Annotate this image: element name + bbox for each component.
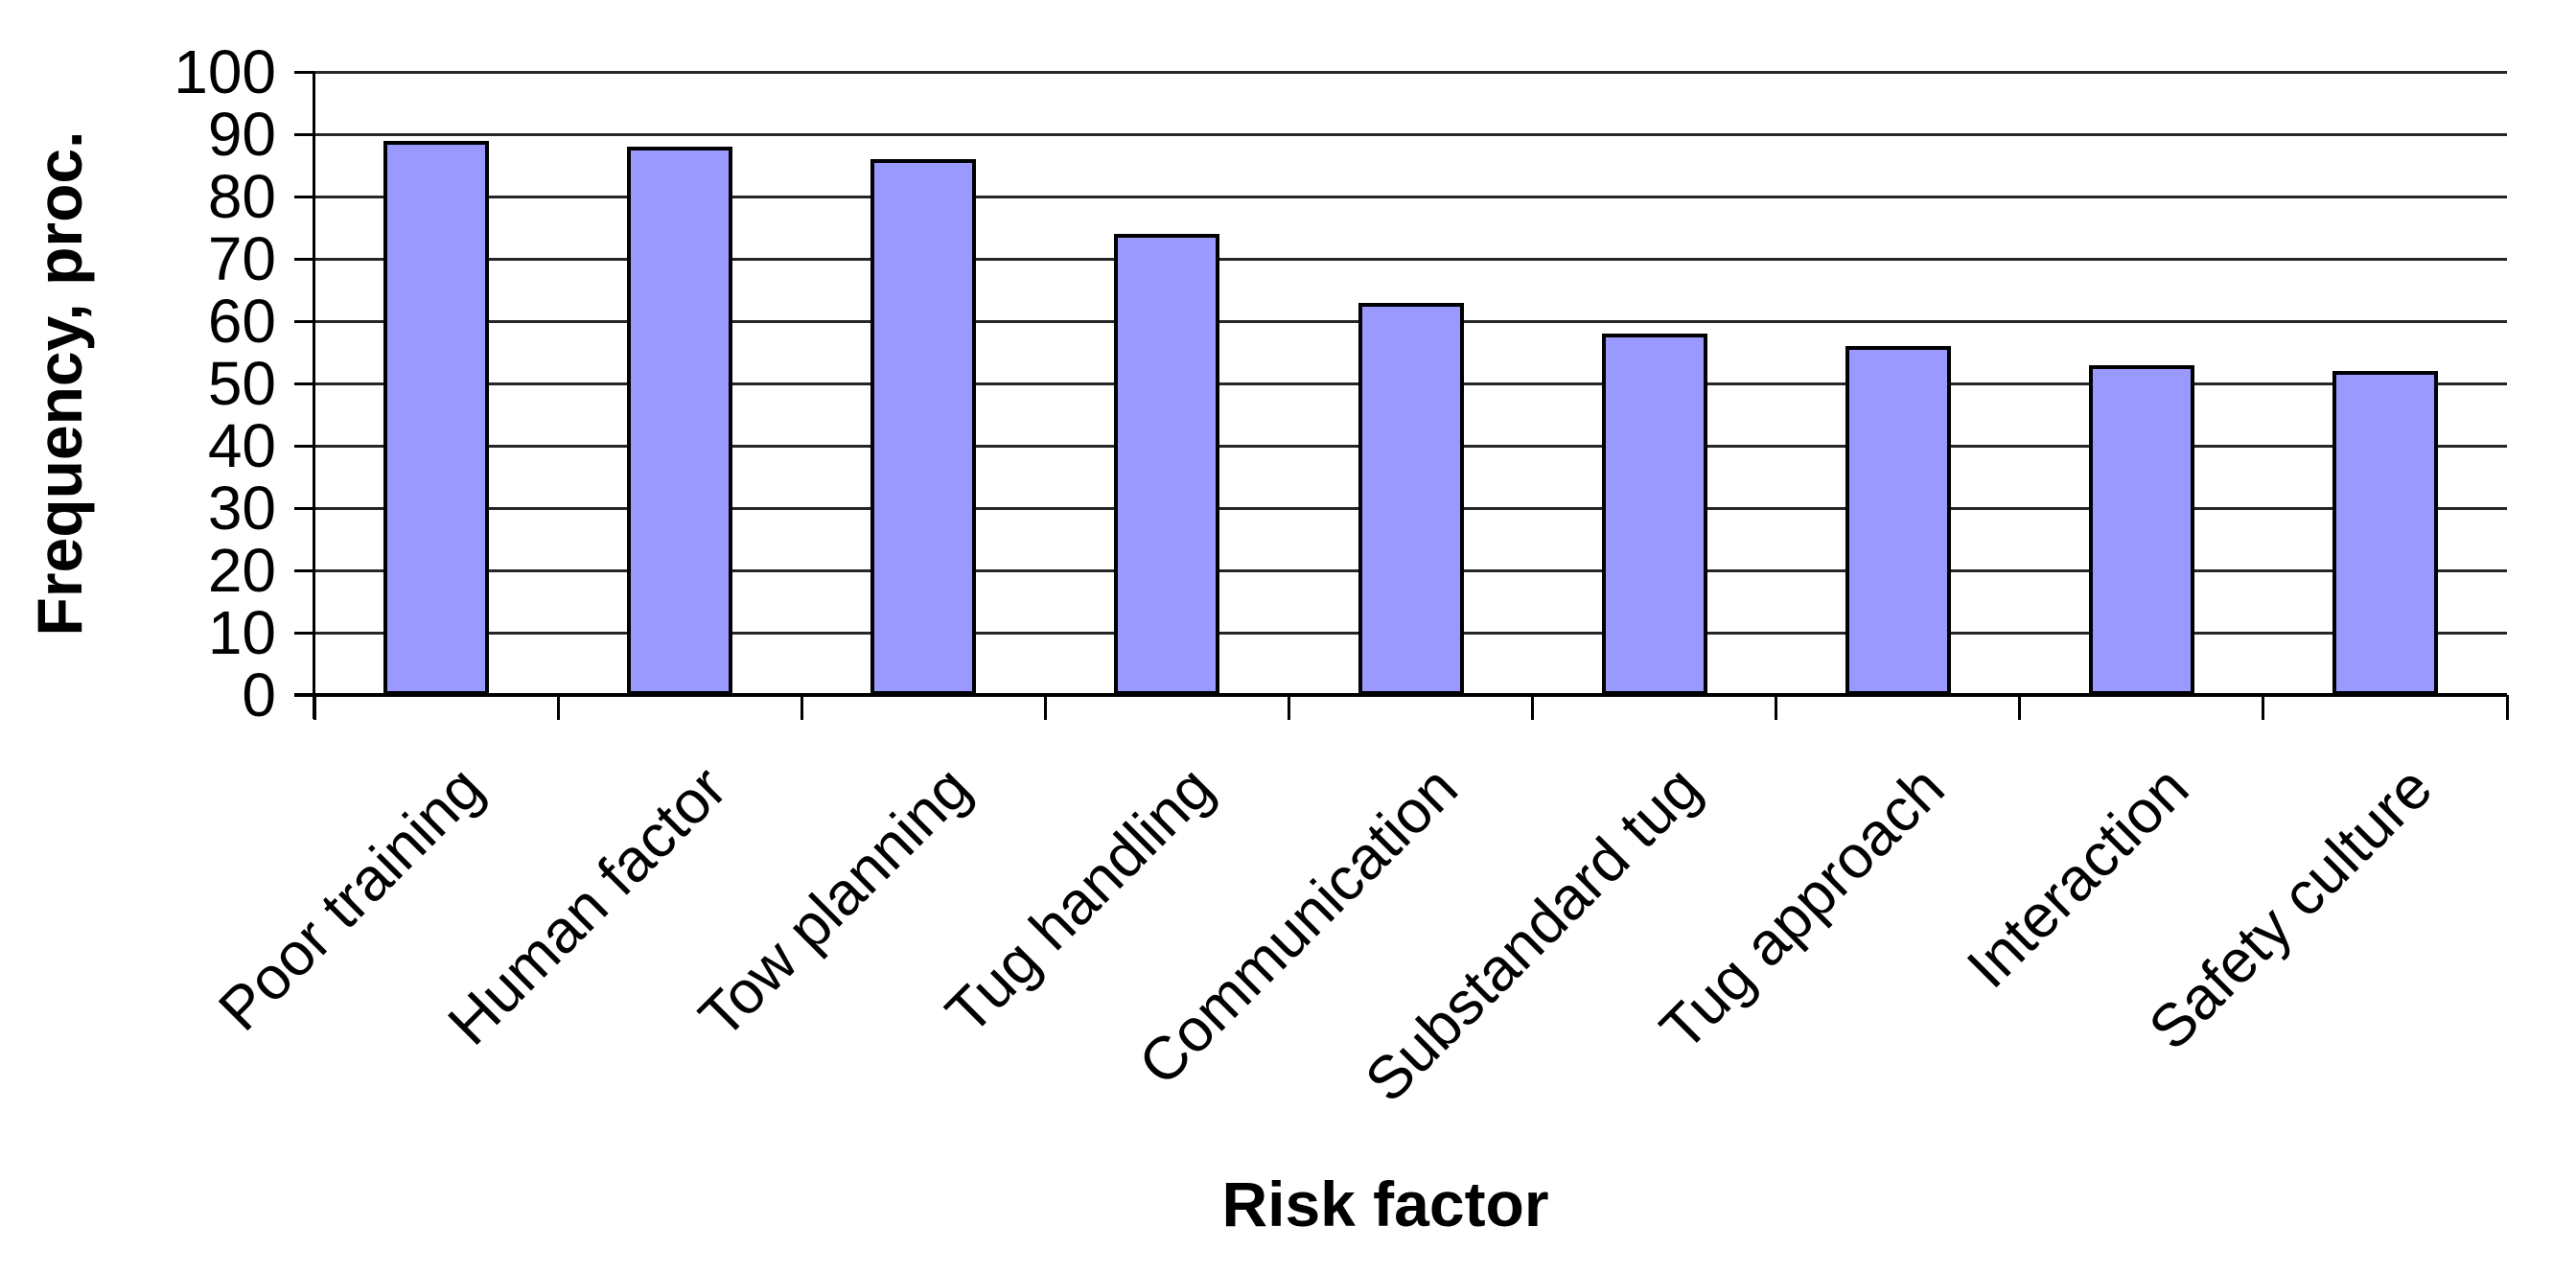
x-axis-tick-1	[556, 695, 560, 720]
bar-tug-approach	[1845, 346, 1951, 695]
y-axis-tick-100	[294, 70, 314, 74]
y-axis-tick-60	[294, 319, 314, 323]
y-tick-label-100: 100	[174, 37, 276, 106]
gridline-90	[314, 132, 2507, 136]
y-axis-tick-40	[294, 444, 314, 448]
y-tick-label-10: 10	[207, 598, 276, 667]
y-axis-tick-70	[294, 257, 314, 261]
bar-communication	[1358, 302, 1464, 695]
bar-substandard-tug	[1601, 334, 1707, 695]
x-axis-tick-2	[800, 695, 803, 720]
y-tick-label-40: 40	[207, 411, 276, 480]
gridline-70	[314, 257, 2507, 261]
y-axis-tick-90	[294, 132, 314, 136]
y-axis-tick-0	[294, 693, 314, 697]
y-axis-tick-30	[294, 506, 314, 510]
bar-human-factor	[627, 147, 733, 695]
y-tick-label-30: 30	[207, 474, 276, 543]
x-axis-tick-5	[1531, 695, 1535, 720]
plot-area	[294, 70, 2509, 720]
bar-poor-training	[383, 140, 490, 695]
y-axis-line	[313, 72, 315, 719]
x-axis-tick-7	[2018, 695, 2022, 720]
x-axis-tick-4	[1287, 695, 1290, 720]
y-tick-label-50: 50	[207, 349, 276, 418]
y-axis-tick-50	[294, 382, 314, 385]
gridline-80	[314, 195, 2507, 198]
y-tick-label-0: 0	[242, 660, 276, 729]
bar-interaction	[2088, 364, 2194, 695]
y-axis-tick-80	[294, 195, 314, 198]
bar-tow-planning	[870, 159, 977, 695]
x-tick-label-interaction: Interaction	[1954, 753, 2201, 1002]
y-tick-label-90: 90	[207, 100, 276, 169]
y-tick-label-60: 60	[207, 287, 276, 356]
y-tick-label-70: 70	[207, 224, 276, 293]
x-axis-tick-6	[1775, 695, 1778, 720]
x-axis-tick-3	[1043, 695, 1047, 720]
y-tick-label-20: 20	[207, 536, 276, 605]
y-tick-label-80: 80	[207, 162, 276, 231]
bar-safety-culture	[2332, 371, 2438, 695]
y-axis-tick-10	[294, 631, 314, 635]
gridline-100	[314, 70, 2507, 74]
x-axis-tick-0	[313, 695, 316, 720]
x-axis-tick-9	[2505, 695, 2509, 720]
x-axis-tick-8	[2262, 695, 2265, 720]
bar-tug-handling	[1114, 234, 1220, 695]
x-axis-line	[294, 693, 2507, 697]
x-axis-title-text: Risk factor	[1221, 1169, 1549, 1239]
y-axis-tick-20	[294, 568, 314, 572]
